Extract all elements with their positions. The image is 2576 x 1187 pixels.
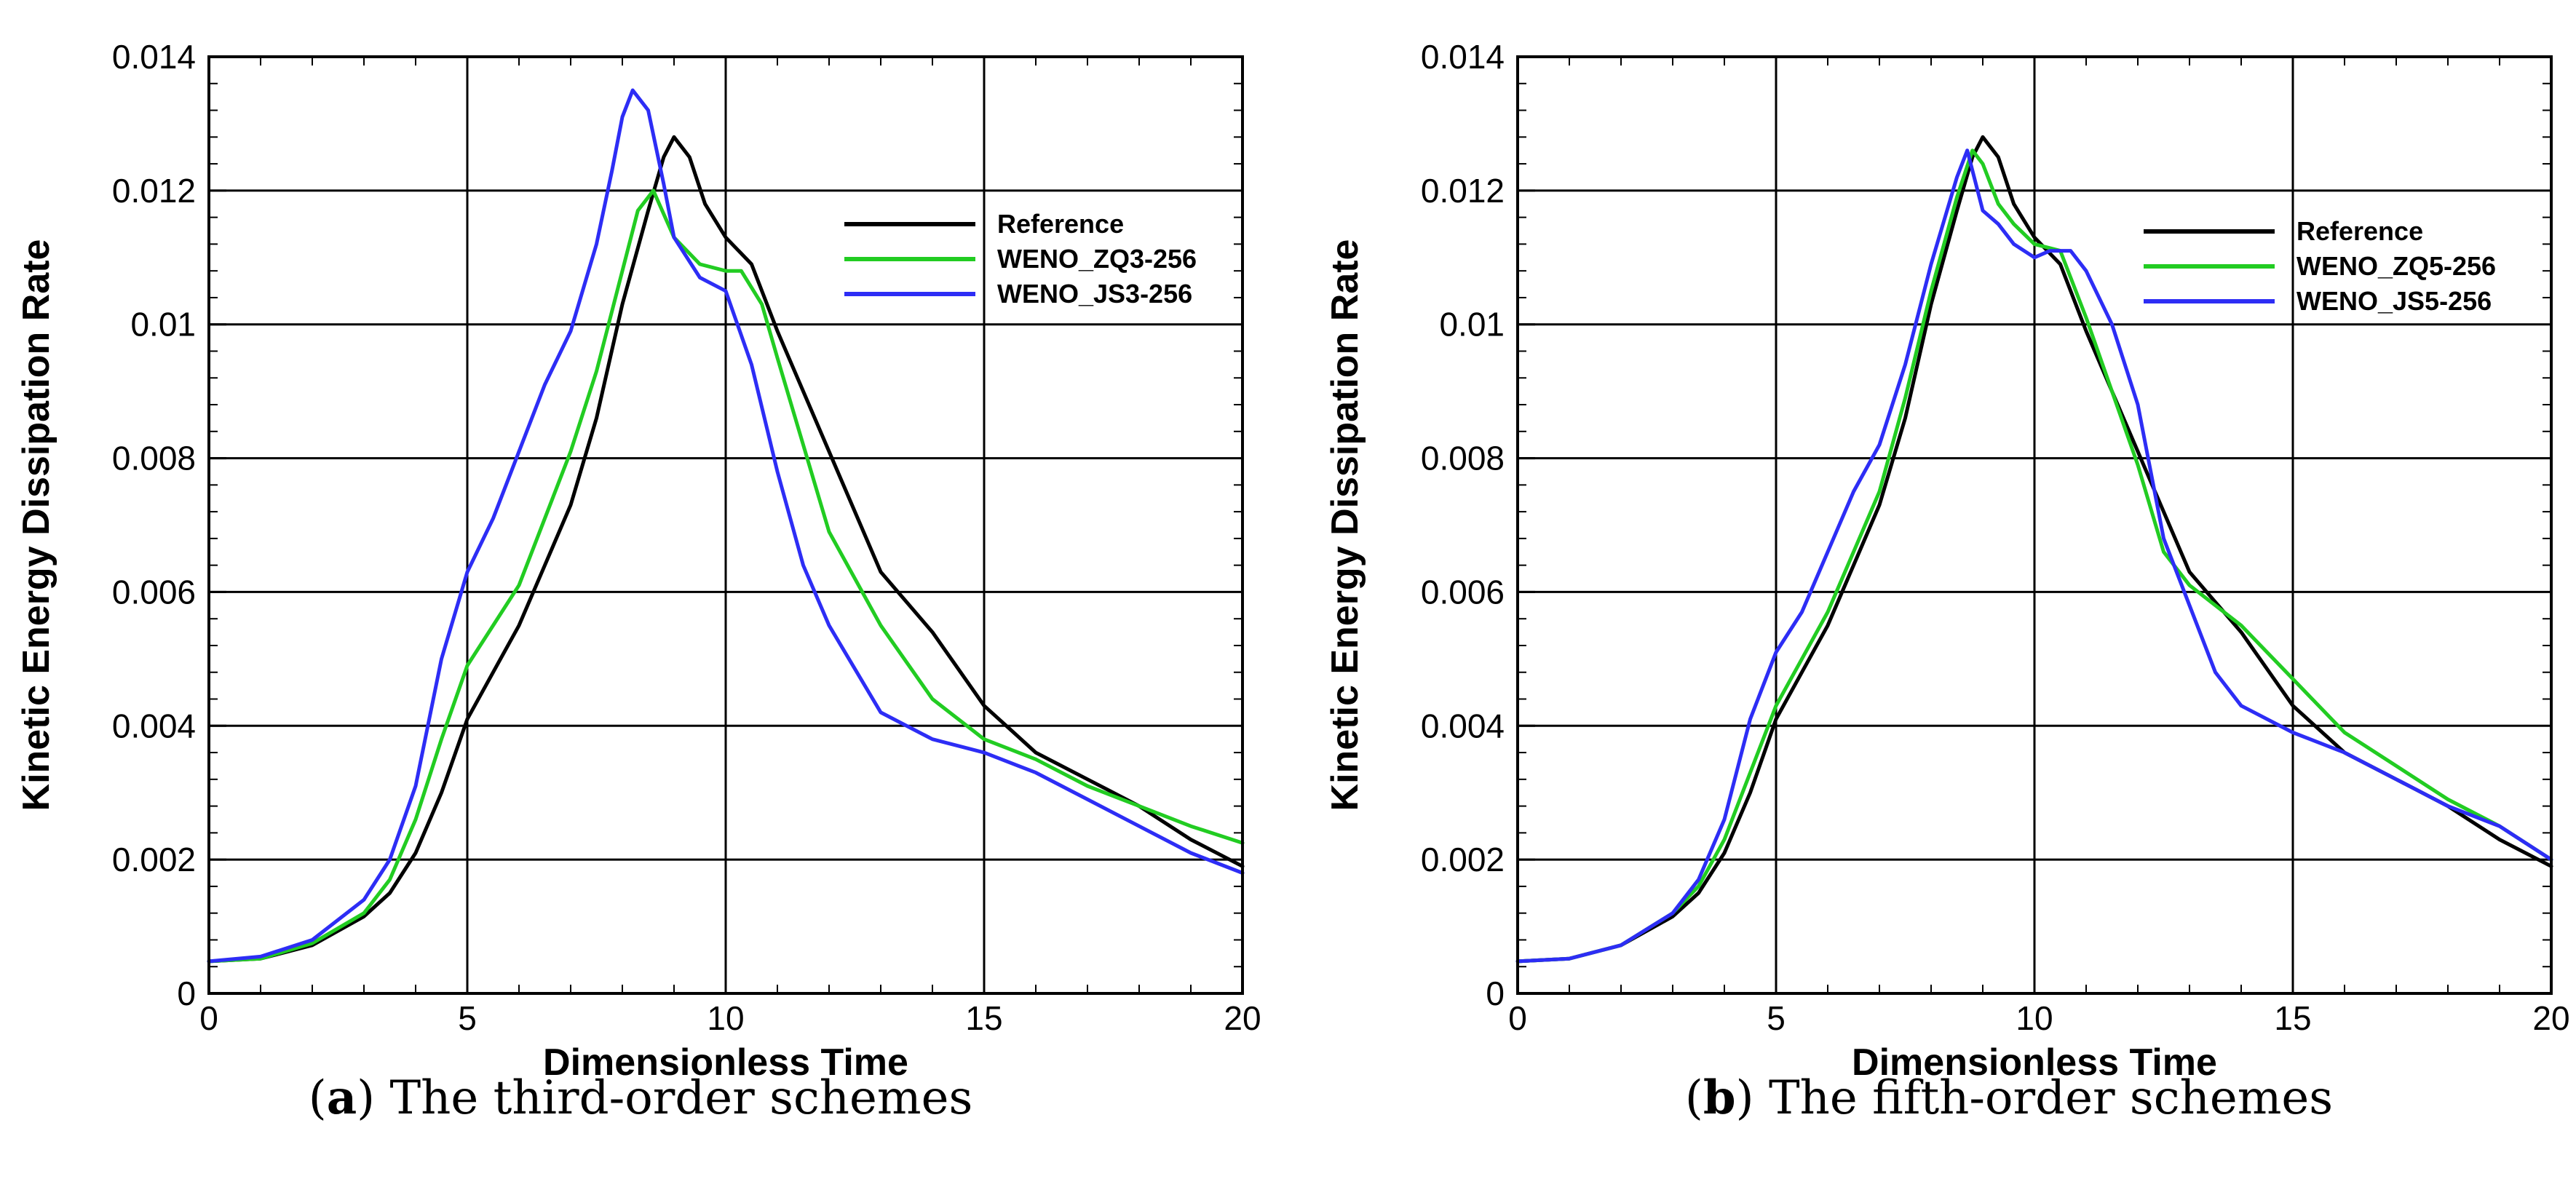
- x-tick-label: 5: [458, 999, 477, 1037]
- y-tick-label: 0.006: [1421, 573, 1505, 611]
- series-line-reference: [1515, 135, 2553, 964]
- series-line-weno-zq5-256: [1515, 148, 2553, 964]
- x-tick-label: 20: [2532, 999, 2569, 1037]
- plot-frame: [207, 55, 1244, 995]
- caption-punctuation: (: [1685, 1071, 1703, 1125]
- y-tick-label: 0.008: [1421, 440, 1505, 477]
- y-tick-label: 0.002: [112, 841, 196, 878]
- y-tick-label: 0.002: [1421, 841, 1505, 878]
- y-tick-label: 0.008: [112, 440, 196, 477]
- y-tick-label: 0.012: [112, 172, 196, 210]
- panel-a: 0 5 10 15 20 0 0.002 0.004 0.006 0.008 0.01 0.012 0.…: [15, 38, 1261, 1125]
- x-tick-label: 15: [2274, 999, 2311, 1037]
- y-tick-label: 0.01: [1439, 306, 1505, 344]
- caption-text: The third-order schemes: [389, 1071, 972, 1125]
- y-tick-label: 0: [1486, 974, 1505, 1012]
- caption-letter: b: [1703, 1071, 1736, 1125]
- plot-frame: [1516, 55, 2553, 995]
- x-axis-title: Dimensionless Time: [1852, 1041, 2217, 1084]
- caption-letter: a: [327, 1071, 357, 1125]
- x-axis-title: Dimensionless Time: [543, 1041, 908, 1084]
- series-line-reference: [207, 135, 1245, 964]
- y-tick-label: 0.004: [1421, 707, 1505, 745]
- y-tick-label: 0.012: [1421, 172, 1505, 210]
- y-tick-label: 0.004: [112, 707, 196, 745]
- y-axis-title: Kinetic Energy Dissipation Rate: [15, 239, 58, 811]
- y-tick-label: 0: [177, 974, 196, 1012]
- caption-text: The fifth-order schemes: [1769, 1071, 2333, 1125]
- x-tick-label: 0: [1508, 999, 1527, 1037]
- y-tick-label: 0.014: [1421, 38, 1505, 76]
- caption-punctuation: ): [1736, 1071, 1769, 1125]
- y-tick-label: 0.006: [112, 573, 196, 611]
- legend-label: WENO_ZQ5-256: [2296, 251, 2496, 281]
- x-tick-label: 10: [2016, 999, 2053, 1037]
- x-tick-label: 20: [1224, 999, 1261, 1037]
- x-tick-label: 5: [1767, 999, 1786, 1037]
- legend-label: WENO_JS3-256: [997, 279, 1192, 309]
- x-tick-label: 10: [707, 999, 744, 1037]
- y-tick-label: 0.01: [130, 306, 196, 344]
- legend-label: WENO_ZQ3-256: [997, 244, 1197, 274]
- legend-label: Reference: [2296, 216, 2423, 246]
- legend-label: Reference: [997, 209, 1124, 239]
- x-tick-label: 15: [965, 999, 1002, 1037]
- series-line-weno-zq3-256: [207, 188, 1245, 964]
- series-line-weno-js3-256: [207, 88, 1245, 964]
- caption: (b) The fifth-order schemes: [1685, 1071, 2333, 1125]
- caption-punctuation: ): [357, 1071, 389, 1125]
- caption-punctuation: (: [309, 1071, 327, 1125]
- panel-b: 0 5 10 15 20 0 0.002 0.004 0.006 0.008 0.01 0.012 0.…: [1324, 38, 2570, 1125]
- x-tick-label: 0: [199, 999, 218, 1037]
- series-line-weno-js5-256: [1515, 148, 2553, 964]
- y-axis-title: Kinetic Energy Dissipation Rate: [1324, 239, 1366, 811]
- y-tick-label: 0.014: [112, 38, 196, 76]
- legend-label: WENO_JS5-256: [2296, 286, 2492, 316]
- caption: (a) The third-order schemes: [309, 1071, 973, 1125]
